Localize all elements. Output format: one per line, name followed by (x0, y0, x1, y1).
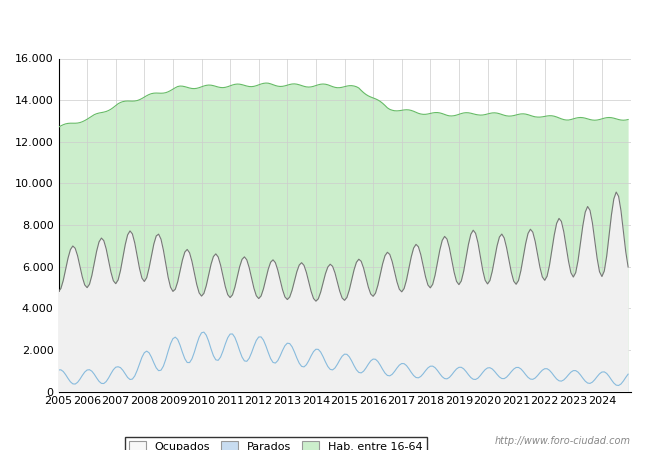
Text: Nerja - Evolucion de la poblacion en edad de Trabajar Noviembre de 2024: Nerja - Evolucion de la poblacion en eda… (68, 20, 582, 34)
Text: http://www.foro-ciudad.com: http://www.foro-ciudad.com (495, 436, 630, 446)
Legend: Ocupados, Parados, Hab. entre 16-64: Ocupados, Parados, Hab. entre 16-64 (125, 437, 427, 450)
